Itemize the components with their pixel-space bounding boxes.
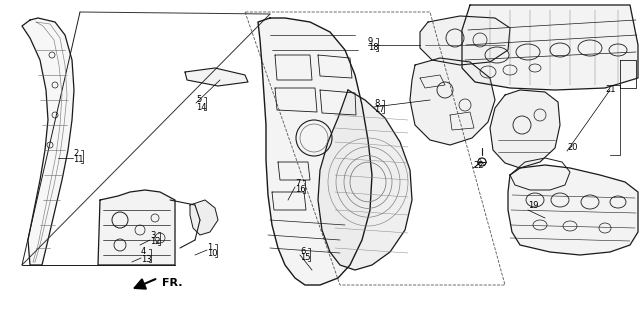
Polygon shape [410,58,495,145]
Polygon shape [508,165,638,255]
Polygon shape [185,68,248,86]
Text: 1: 1 [207,243,212,252]
Polygon shape [98,190,175,265]
Text: 16: 16 [295,185,306,194]
Polygon shape [462,5,638,90]
Text: FR.: FR. [162,278,182,288]
Text: 17: 17 [374,105,385,115]
Text: 4: 4 [141,248,147,256]
Text: 2: 2 [73,149,78,158]
Text: 22: 22 [473,162,483,171]
Text: 18: 18 [368,44,379,53]
Text: 15: 15 [300,253,310,263]
Text: 14: 14 [196,103,207,112]
Polygon shape [318,90,412,270]
Text: 6: 6 [300,247,305,256]
Text: 13: 13 [141,255,152,264]
Text: 11: 11 [73,155,83,164]
Text: 10: 10 [207,249,218,259]
Text: 12: 12 [150,238,161,247]
Text: 8: 8 [374,99,380,108]
Text: 3: 3 [150,231,156,239]
Polygon shape [420,16,510,65]
Polygon shape [190,200,218,235]
Polygon shape [258,18,372,285]
Polygon shape [22,18,74,265]
Text: 20: 20 [567,142,577,151]
Polygon shape [490,90,560,168]
Text: 19: 19 [528,201,538,210]
Text: 5: 5 [196,95,201,104]
Text: 9: 9 [368,36,373,45]
Text: 21: 21 [605,84,616,94]
Text: 7: 7 [295,179,300,188]
